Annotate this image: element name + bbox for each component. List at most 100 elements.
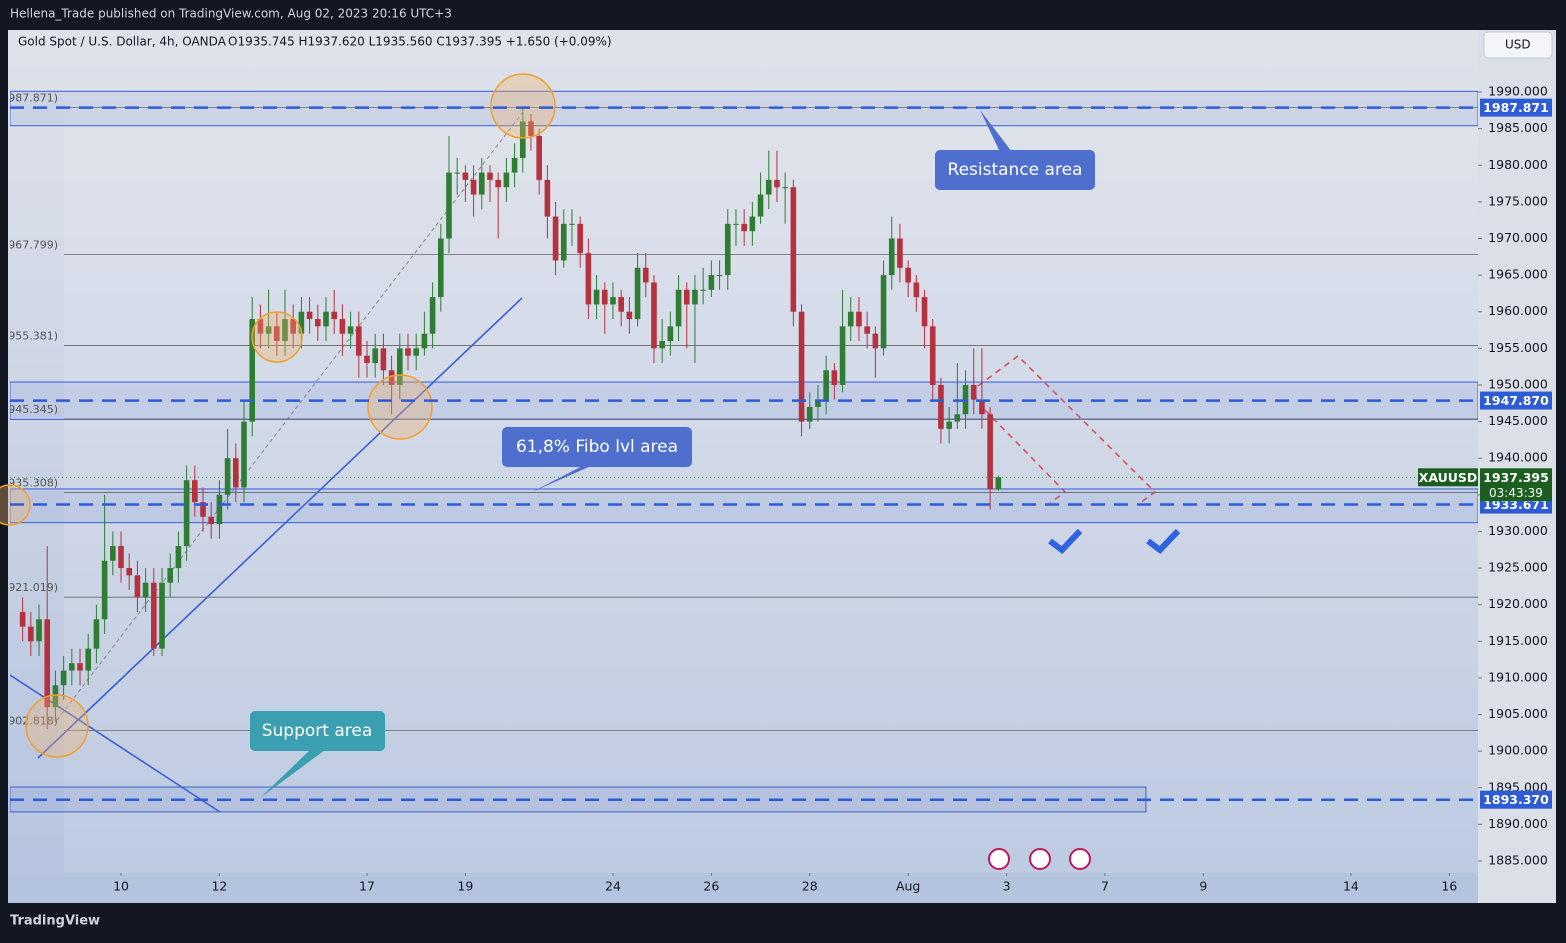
candle-body [183, 480, 190, 547]
candle-body [921, 297, 928, 327]
candle-body [216, 494, 223, 525]
candle-body [716, 275, 723, 277]
y-tick-label: 1990.000 [1488, 84, 1548, 99]
candle-body [749, 216, 756, 232]
candle-body [847, 311, 854, 327]
candle-body [44, 619, 51, 708]
y-tick-label: 1895.000 [1488, 779, 1548, 794]
x-tick-label: 24 [605, 879, 621, 894]
candle-body [118, 546, 124, 569]
callout-pointer [980, 110, 1012, 152]
fib-label: (1955.381) [0, 330, 58, 343]
highlight [367, 374, 433, 440]
candle-body [503, 172, 510, 188]
fib-label: (1921.019) [0, 581, 58, 594]
candle-body [528, 121, 534, 136]
event-icons [988, 848, 1091, 870]
countdown: 03:43:39 [1489, 486, 1543, 500]
candle-body [249, 319, 256, 422]
candle-body [421, 333, 428, 349]
candle-body [757, 194, 764, 217]
y-tick-label: 1915.000 [1488, 633, 1548, 648]
zone [10, 488, 1478, 524]
candle-body [774, 179, 780, 188]
y-tick-label: 1900.000 [1488, 743, 1548, 758]
callout [935, 150, 1095, 190]
candle-body [938, 384, 944, 429]
x-tick-label: 9 [1199, 879, 1207, 894]
candle-body [954, 414, 961, 422]
trend-line [37, 297, 523, 759]
candle-body [905, 267, 911, 283]
candle-body [577, 223, 583, 254]
callout [250, 711, 385, 751]
candle-body [437, 238, 444, 298]
candle-body [708, 275, 715, 290]
candle-body [839, 326, 846, 385]
candle-body [929, 326, 936, 385]
candle-body [77, 663, 83, 671]
y-tick-label: 1960.000 [1488, 303, 1548, 318]
y-tick-label: 1920.000 [1488, 596, 1548, 611]
candle-body [388, 370, 395, 385]
x-tick-label: Aug [896, 879, 920, 894]
y-tick-label: 1985.000 [1488, 120, 1548, 135]
x-tick-label: 3 [1003, 879, 1011, 894]
candle-body [446, 172, 452, 239]
circles [0, 73, 556, 758]
callout [502, 427, 692, 467]
publisher: Hellena_Trade published on TradingView.c… [10, 7, 452, 21]
y-tick-label: 1940.000 [1488, 450, 1548, 465]
projection [977, 354, 1157, 504]
x-tick-label: 17 [359, 879, 375, 894]
candle-body [347, 326, 354, 334]
candle-body [765, 179, 772, 195]
candle-body [454, 172, 460, 174]
candle-body [429, 297, 436, 334]
symbol-title: Gold Spot / U.S. Dollar, 4h, OANDA [18, 35, 227, 49]
callout-pointer [260, 750, 325, 798]
candle-body [192, 480, 198, 503]
y-tick-label: 1905.000 [1488, 706, 1548, 721]
candle-body [396, 348, 403, 385]
candle-body [331, 311, 337, 320]
fib-label: (1902.818) [0, 715, 58, 728]
y-tick-label: 1945.000 [1488, 413, 1548, 428]
candle-body [364, 355, 370, 363]
candle-body [995, 477, 1002, 490]
candle-body [593, 289, 600, 305]
candle-body [470, 179, 477, 195]
currency-button[interactable] [1483, 31, 1553, 59]
candle-body [28, 626, 34, 642]
candle-body [134, 575, 141, 598]
candle-body [355, 326, 362, 356]
candle-body [315, 319, 321, 327]
y-tick-label: 1970.000 [1488, 230, 1548, 245]
candle-body [372, 348, 378, 363]
candle-body [101, 560, 108, 620]
candle-body [733, 223, 739, 225]
candle-body [683, 289, 690, 305]
candle-body [618, 297, 624, 312]
candle-body [495, 179, 501, 188]
checkmark [1048, 528, 1083, 555]
footer: TradingView [10, 914, 100, 929]
candle-body [897, 238, 903, 268]
candle-body [560, 223, 567, 261]
candle-body [987, 414, 993, 490]
y-tick-label: 1980.000 [1488, 157, 1548, 172]
candle-body [536, 135, 542, 180]
candle-body [511, 157, 518, 173]
candle-body [257, 319, 264, 334]
candle-body [151, 582, 157, 649]
candle-body [544, 179, 551, 217]
candle-body [85, 648, 92, 671]
projection [984, 409, 1067, 504]
candle-body [585, 253, 592, 305]
checkmark [1146, 528, 1181, 555]
candle-body [798, 311, 805, 422]
candle-body [487, 172, 493, 180]
chart-background [8, 30, 1556, 903]
annotation: 61,8% Fibo lvl area [516, 437, 678, 457]
symbol-tag [1418, 468, 1478, 487]
